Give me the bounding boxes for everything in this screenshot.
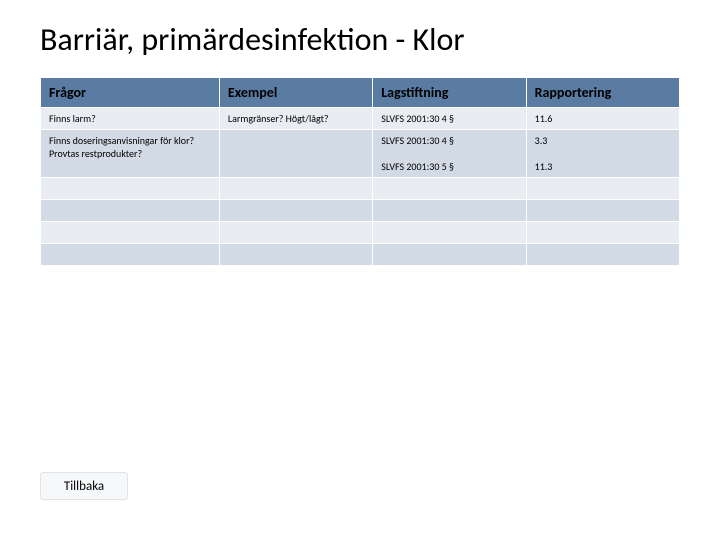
table-cell	[526, 200, 679, 222]
table-cell	[373, 244, 526, 266]
col-header-3: Rapportering	[526, 78, 679, 108]
col-header-2: Lagstiftning	[373, 78, 526, 108]
table-cell	[526, 222, 679, 244]
table-cell: SLVFS 2001:30 4 § SLVFS 2001:30 5 §	[373, 130, 526, 178]
table-cell: Finns doseringsanvisningar för klor? Pro…	[41, 130, 220, 178]
table-cell	[526, 178, 679, 200]
table-cell	[41, 200, 220, 222]
table-cell	[41, 244, 220, 266]
table-row: Finns larm?Larmgränser? Högt/lågt?SLVFS …	[41, 108, 680, 130]
table-cell: SLVFS 2001:30 4 §	[373, 108, 526, 130]
col-header-0: Frågor	[41, 78, 220, 108]
table-row	[41, 244, 680, 266]
back-button[interactable]: Tillbaka	[40, 472, 128, 500]
table-row	[41, 178, 680, 200]
table-cell	[373, 222, 526, 244]
back-button-label: Tillbaka	[64, 479, 104, 494]
table-cell: Finns larm?	[41, 108, 220, 130]
table-cell	[219, 244, 372, 266]
table-row: Finns doseringsanvisningar för klor? Pro…	[41, 130, 680, 178]
col-header-1: Exempel	[219, 78, 372, 108]
table-body: Finns larm?Larmgränser? Högt/lågt?SLVFS …	[41, 108, 680, 266]
table-row	[41, 222, 680, 244]
table-row	[41, 200, 680, 222]
table-cell: 3.3 11.3	[526, 130, 679, 178]
table-cell	[219, 222, 372, 244]
table-cell	[219, 200, 372, 222]
page-title: Barriär, primärdesinfektion - Klor	[40, 20, 680, 59]
table-cell	[41, 178, 220, 200]
table-cell	[526, 244, 679, 266]
table-cell	[373, 200, 526, 222]
table-header-row: Frågor Exempel Lagstiftning Rapportering	[41, 78, 680, 108]
table-cell: 11.6	[526, 108, 679, 130]
table-cell	[373, 178, 526, 200]
table-cell: Larmgränser? Högt/lågt?	[219, 108, 372, 130]
table-cell	[219, 178, 372, 200]
table-cell	[219, 130, 372, 178]
table-cell	[41, 222, 220, 244]
content-table: Frågor Exempel Lagstiftning Rapportering…	[40, 77, 680, 266]
slide-container: Barriär, primärdesinfektion - Klor Frågo…	[0, 0, 720, 540]
